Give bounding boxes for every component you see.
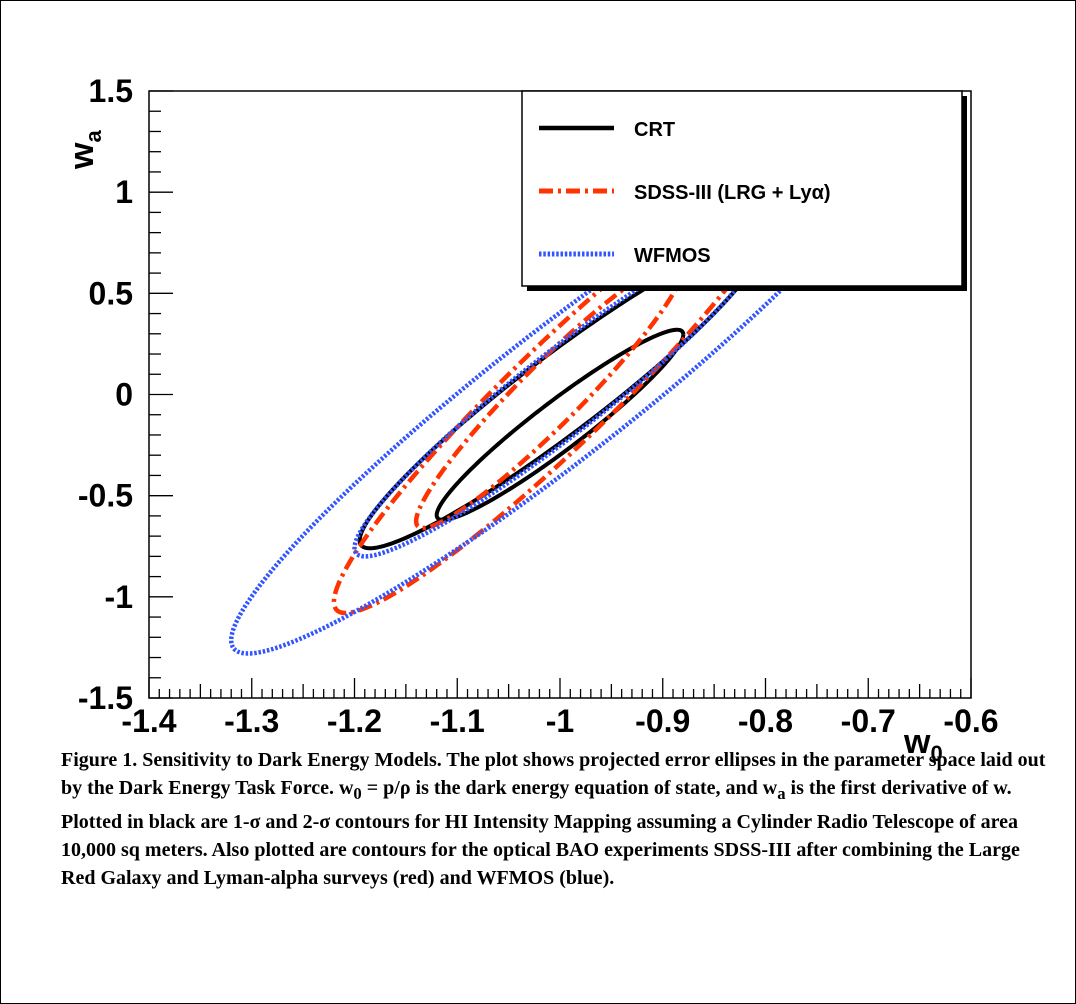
y-tick-label: 0 <box>115 377 133 413</box>
y-tick-label: -1 <box>105 579 133 615</box>
caption-part-3: is the first derivative of w. Plotted in… <box>61 777 1020 889</box>
y-tick-label: 1.5 <box>89 73 133 109</box>
y-tick-label: 0.5 <box>89 275 133 311</box>
caption-sub-1: 0 <box>353 784 362 803</box>
y-tick-label: 1 <box>115 174 133 210</box>
contour-dashdot-2sigma <box>331 173 789 616</box>
caption-part-1: Figure 1. Sensitivity to Dark Energy Mod… <box>61 749 1046 799</box>
legend: CRT SDSS-III (LRG + Lyα) WFMOS <box>521 90 967 291</box>
x-tick-label: -1.3 <box>224 703 279 739</box>
caption-part-2: = p/ρ is the dark energy equation of sta… <box>361 777 778 799</box>
axes: -1.4 -1.3 -1.2 -1.1 -1 -0.9 -0.8 -0.7 -0.6 -1.5 -1… <box>78 73 999 739</box>
legend-label: SDSS-III (LRG + Lyα) <box>634 182 831 204</box>
axis-titles: w0 wa <box>63 130 943 766</box>
caption-sub-2: a <box>777 784 786 803</box>
x-tick-label: -1 <box>546 703 574 739</box>
contour-dashdot-1sigma <box>413 258 686 531</box>
y-tick-label: -1.5 <box>78 680 133 716</box>
figure-caption: Figure 1. Sensitivity to Dark Energy Mod… <box>61 746 1046 892</box>
x-tick-label: -0.9 <box>635 703 690 739</box>
legend-label: CRT <box>634 119 675 141</box>
x-tick-label: -0.7 <box>841 703 896 739</box>
x-axis-title: w0 <box>903 723 943 766</box>
x-tick-label: -1.2 <box>327 703 382 739</box>
x-tick-label: -0.6 <box>943 703 998 739</box>
x-tick-label: -1.1 <box>430 703 485 739</box>
y-axis-title: wa <box>63 130 106 170</box>
y-tick-label: -0.5 <box>78 478 133 514</box>
legend-label: WFMOS <box>634 245 711 267</box>
x-tick-label: -1.4 <box>121 703 176 739</box>
x-tick-label: -0.8 <box>738 703 793 739</box>
